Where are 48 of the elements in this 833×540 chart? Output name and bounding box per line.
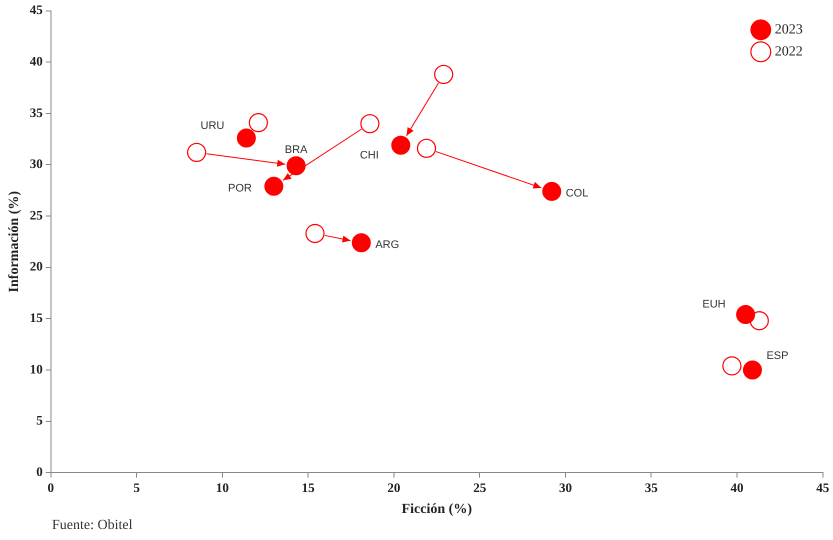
point <box>264 176 284 196</box>
y-tick-label: 45 <box>30 2 44 18</box>
point <box>248 113 268 132</box>
x-tick-label: 15 <box>302 480 316 495</box>
annotation: POR <box>228 182 252 194</box>
x-tick-label: 25 <box>473 480 487 495</box>
source-note: Fuente: Obitel <box>52 518 132 534</box>
annotation: ARG <box>375 238 400 251</box>
y-tick-label: 15 <box>30 310 44 326</box>
legend-label: 2022 <box>774 44 803 60</box>
y-tick-label: 40 <box>30 53 43 68</box>
x-tick-label: 0 <box>48 480 54 495</box>
x-tick-label: 40 <box>730 480 744 495</box>
point <box>286 156 306 176</box>
x-tick-label: 35 <box>644 480 658 495</box>
annotation: BRA <box>284 144 308 156</box>
y-tick-label: 30 <box>30 156 43 172</box>
point <box>434 64 454 84</box>
y-tick-label: 5 <box>36 412 44 428</box>
point <box>391 136 410 155</box>
annotation: ESP <box>766 350 788 362</box>
point <box>236 128 256 148</box>
x-axis-title: Ficción (%) <box>402 502 472 518</box>
point <box>352 233 371 252</box>
point <box>722 356 742 376</box>
annotation: COL <box>566 187 588 200</box>
point <box>542 182 562 201</box>
y-axis-title: Información (%) <box>7 190 22 292</box>
y-tick-label: 25 <box>30 207 44 222</box>
point <box>736 305 756 324</box>
x-tick-label: 45 <box>816 480 830 495</box>
legend-label: 2023 <box>774 22 803 38</box>
x-tick-label: 5 <box>133 480 140 495</box>
point <box>742 360 762 380</box>
y-tick-label: 20 <box>30 258 43 274</box>
y-tick-label: 0 <box>36 464 43 479</box>
annotation: URU <box>200 120 224 132</box>
y-tick-label: 10 <box>30 361 43 376</box>
x-tick-label: 10 <box>216 480 229 495</box>
annotation: CHI <box>360 149 379 162</box>
y-tick-label: 35 <box>30 104 44 120</box>
annotation: EUH <box>702 298 726 311</box>
point <box>305 224 325 244</box>
point <box>360 114 380 134</box>
point <box>187 142 206 162</box>
x-tick-label: 20 <box>387 480 400 495</box>
x-tick-label: 30 <box>558 480 572 495</box>
point <box>416 138 436 158</box>
